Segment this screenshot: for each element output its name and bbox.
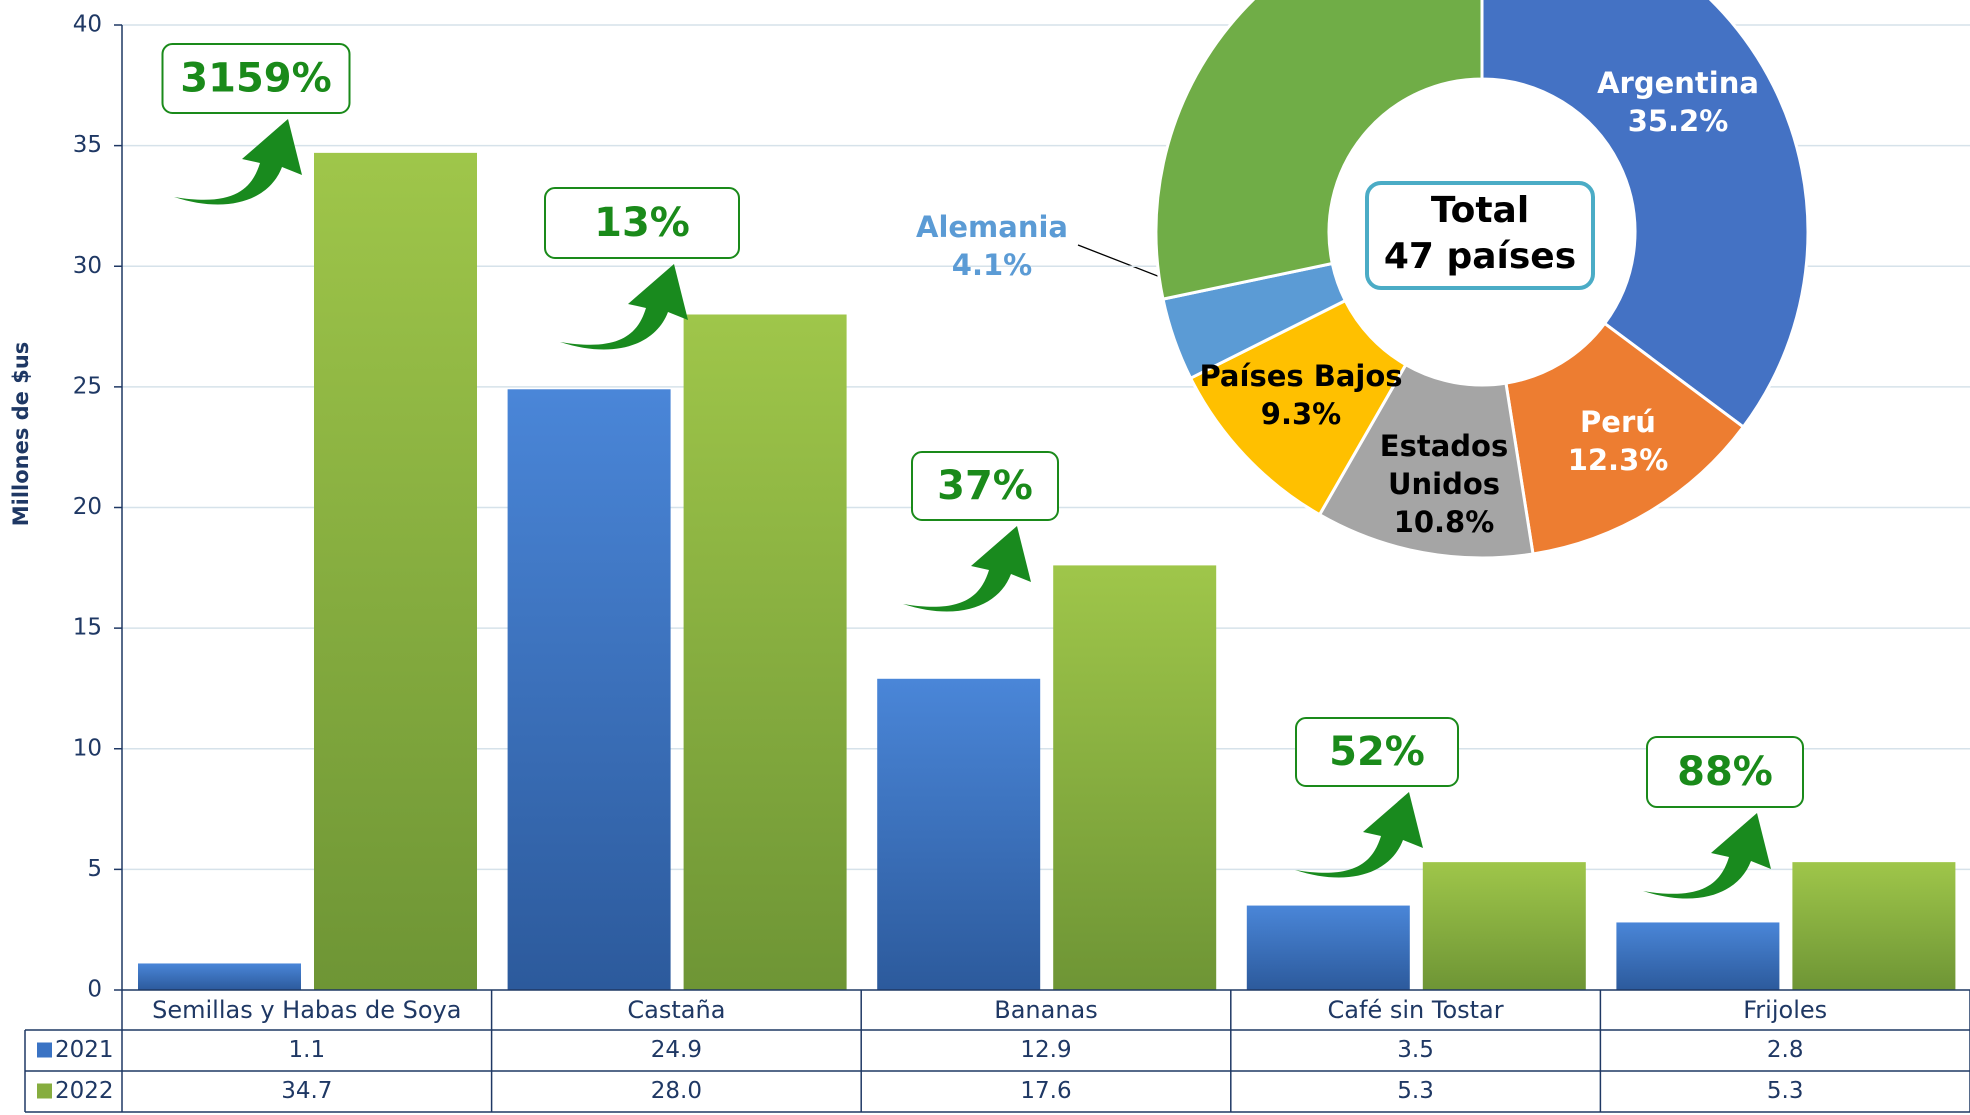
y-tick-label: 35 xyxy=(73,132,102,158)
arrow xyxy=(903,526,1031,612)
annotation: 88% xyxy=(1643,737,1803,899)
x-tick-label: Bananas xyxy=(994,996,1098,1024)
bar xyxy=(138,963,301,990)
table-value: 5.3 xyxy=(1397,1078,1434,1104)
table-value: 1.1 xyxy=(289,1037,326,1063)
annotation: 37% xyxy=(903,452,1058,612)
bar xyxy=(684,315,847,991)
annotation-text: 3159% xyxy=(180,56,331,102)
table-value: 12.9 xyxy=(1020,1037,1071,1063)
legend-swatch xyxy=(37,1043,52,1058)
bar xyxy=(508,389,671,990)
y-axis-label: Millones de $us xyxy=(9,342,33,527)
table-value: 3.5 xyxy=(1397,1037,1434,1063)
table-value: 28.0 xyxy=(651,1078,702,1104)
page: Millones de $us 0 5 10 15 20 25 30 35 40 Semillas… xyxy=(0,0,1970,1115)
y-tick-label: 25 xyxy=(73,373,102,399)
bar xyxy=(1423,862,1586,990)
annotation-text: 88% xyxy=(1677,749,1773,795)
x-tick-label: Semillas y Habas de Soya xyxy=(152,996,461,1024)
y-tick-label: 40 xyxy=(73,12,102,38)
y-tick-label: 0 xyxy=(87,977,102,1003)
y-tick-label: 30 xyxy=(73,253,102,279)
pie-label-value: 10.8% xyxy=(1369,503,1519,541)
pie-label-name: Estados Unidos xyxy=(1369,427,1519,503)
arrow xyxy=(1295,792,1423,878)
table-value: 34.7 xyxy=(281,1078,332,1104)
annotation-text: 52% xyxy=(1329,729,1425,775)
bar xyxy=(314,153,477,990)
x-tick-label: Castaña xyxy=(627,996,725,1024)
table-value: 24.9 xyxy=(651,1037,702,1063)
bar xyxy=(1792,862,1955,990)
legend-label: 2022 xyxy=(55,1078,114,1104)
pie-label-value: 4.1% xyxy=(916,246,1068,284)
chart: Millones de $us 0 5 10 15 20 25 30 35 40 Semillas… xyxy=(0,0,1970,1115)
center-line: Total xyxy=(1367,188,1593,234)
bar xyxy=(1053,565,1216,990)
y-tick-label: 20 xyxy=(73,494,102,520)
annotation-text: 37% xyxy=(937,463,1033,509)
pie-label-name: Alemania xyxy=(916,208,1068,246)
pie-label-name: Argentina xyxy=(1597,64,1759,102)
table-value: 5.3 xyxy=(1767,1078,1804,1104)
pie-label-name: Perú xyxy=(1568,403,1669,441)
table-value: 17.6 xyxy=(1020,1078,1071,1104)
pie-label-value: 12.3% xyxy=(1568,441,1669,479)
legend-swatch xyxy=(37,1084,52,1099)
pie-label-value: 9.3% xyxy=(1199,395,1402,433)
annotation: 52% xyxy=(1295,718,1458,878)
y-tick-label: 15 xyxy=(73,615,102,641)
x-tick-label: Café sin Tostar xyxy=(1328,996,1504,1024)
bar xyxy=(1616,922,1779,990)
arrow xyxy=(1643,813,1771,899)
table-value: 2.8 xyxy=(1767,1037,1804,1063)
y-tick-label: 5 xyxy=(87,856,102,882)
center-line: 47 países xyxy=(1367,234,1593,280)
bar xyxy=(1247,906,1410,990)
x-tick-label: Frijoles xyxy=(1743,996,1827,1024)
pie-label-name: Países Bajos xyxy=(1199,357,1402,395)
arrow xyxy=(174,119,302,205)
legend-label: 2021 xyxy=(55,1037,114,1063)
arrow xyxy=(560,264,688,350)
y-tick-label: 10 xyxy=(73,735,102,761)
annotation-text: 13% xyxy=(594,200,690,246)
pie-label-value: 35.2% xyxy=(1597,102,1759,140)
bar xyxy=(877,679,1040,990)
